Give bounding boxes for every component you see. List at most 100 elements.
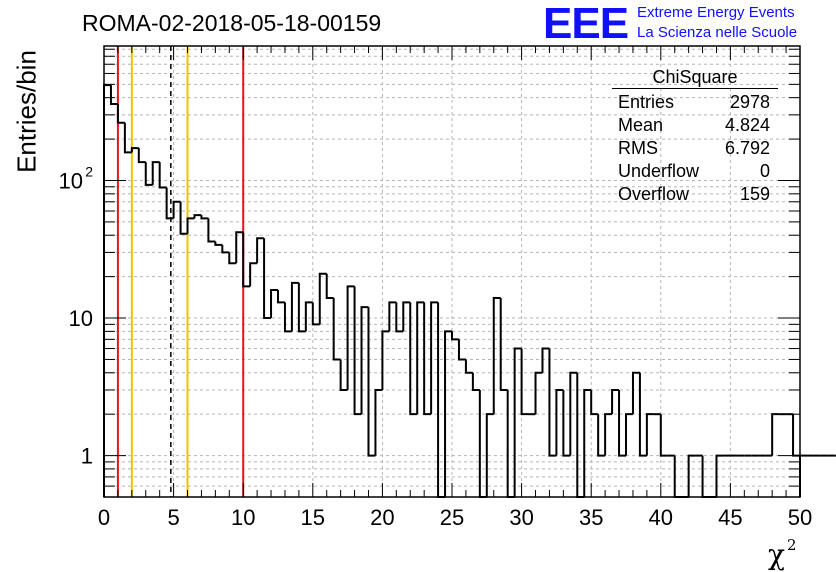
- histogram-bin: [645, 413, 654, 456]
- stats-row-mean: Mean 4.824: [612, 114, 778, 137]
- stats-value: 0: [759, 161, 770, 181]
- histogram-bin: [562, 389, 571, 457]
- histogram-bin: [158, 162, 167, 189]
- x-tick-label: 40: [649, 505, 673, 530]
- histogram-bin: [353, 286, 362, 416]
- y-tick-label: 10: [69, 306, 93, 331]
- histogram-bin: [597, 414, 606, 457]
- histogram-bin: [297, 282, 306, 333]
- histogram-bin: [625, 413, 633, 456]
- x-tick-label: 0: [98, 505, 110, 530]
- histogram-bin: [395, 302, 404, 333]
- histogram-bin: [618, 389, 626, 457]
- histogram-bin: [318, 272, 327, 325]
- histogram-bin: [409, 302, 418, 416]
- histogram-bin: [464, 359, 473, 374]
- histogram-bin: [715, 454, 724, 497]
- histogram-bin: [423, 302, 432, 416]
- stats-box: ChiSquare Entries 2978 Mean 4.824 RMS 6.792…: [612, 66, 778, 206]
- histogram-bin: [583, 388, 592, 497]
- histogram-bin: [457, 339, 466, 361]
- stats-label: Underflow: [618, 161, 700, 181]
- histogram-bin: [179, 201, 188, 235]
- histogram-bin: [277, 289, 285, 304]
- histogram-bin: [792, 414, 800, 457]
- histogram-bin: [541, 347, 550, 373]
- stats-label: Mean: [618, 115, 664, 135]
- stats-value: 4.824: [724, 115, 770, 135]
- histogram-bin: [430, 301, 439, 415]
- histogram-bin: [381, 330, 390, 390]
- histogram-bin: [659, 414, 668, 457]
- histogram-bin: [283, 302, 292, 333]
- histogram-bin: [374, 388, 383, 456]
- x-tick-label: 30: [509, 505, 533, 530]
- stats-label: RMS: [618, 138, 658, 158]
- histogram-bin: [444, 330, 452, 497]
- histogram-bin: [555, 388, 564, 456]
- histogram-bin: [451, 331, 459, 341]
- histogram-bin: [548, 348, 557, 457]
- histogram-bin: [360, 306, 369, 415]
- histogram-bin: [165, 187, 174, 220]
- histogram-bin: [590, 389, 599, 416]
- histogram-bin: [304, 301, 313, 332]
- histogram-bin: [346, 285, 355, 390]
- histogram-bin: [534, 371, 543, 415]
- stats-title: ChiSquare: [612, 66, 778, 89]
- histogram-bin: [506, 389, 515, 498]
- x-tick-label: 45: [718, 505, 742, 530]
- histogram-bin: [492, 296, 501, 415]
- histogram-bin: [172, 200, 181, 219]
- histogram-bin: [388, 301, 397, 332]
- histogram-bin: [416, 301, 425, 415]
- histogram-bin: [485, 413, 494, 497]
- histogram-bin: [311, 302, 320, 326]
- stats-row-underflow: Underflow 0: [612, 160, 778, 183]
- histogram-bin: [325, 273, 334, 299]
- histogram-bin: [207, 218, 216, 243]
- stats-value: 6.792: [724, 138, 770, 158]
- histogram-bin: [367, 307, 376, 457]
- histogram-bin: [499, 297, 508, 391]
- logo-subtitle-1: Extreme Energy Events: [637, 4, 795, 21]
- stats-value: 159: [739, 184, 770, 204]
- histogram-bin: [200, 215, 209, 220]
- histogram-bin: [402, 301, 411, 332]
- histogram-bin: [130, 147, 139, 153]
- x-tick-label: 35: [579, 505, 603, 530]
- stats-row-overflow: Overflow 159: [612, 183, 778, 206]
- histogram-bin: [771, 413, 780, 456]
- reference-lines: [116, 46, 245, 497]
- x-tick-label: 5: [167, 505, 179, 530]
- y-tick-label: 1: [81, 444, 93, 469]
- histogram-bin: [116, 103, 125, 124]
- y-tick-label: 10: [59, 168, 83, 193]
- stats-row-entries: Entries 2978: [612, 91, 778, 114]
- histogram-bin: [221, 244, 230, 254]
- histogram-bin: [193, 214, 202, 219]
- x-axis-label-base: χ: [768, 538, 785, 571]
- histogram-bin: [339, 359, 348, 391]
- histogram-bin: [123, 122, 132, 154]
- grid-lines: [104, 46, 800, 498]
- histogram-bin: [604, 413, 613, 456]
- histogram-bin: [270, 288, 278, 319]
- histogram-bin: [256, 237, 265, 264]
- histogram-bin: [478, 389, 487, 498]
- histogram-bin: [290, 281, 299, 332]
- stats-label: Overflow: [618, 184, 690, 204]
- histogram-bin: [144, 162, 153, 186]
- eee-logo: EEE: [543, 0, 629, 48]
- histogram-bin: [186, 217, 195, 234]
- x-tick-label: 50: [788, 505, 812, 530]
- histogram-bin: [103, 84, 111, 497]
- histogram-bin: [332, 297, 341, 361]
- histogram-bin: [249, 262, 258, 287]
- histogram-bin: [513, 347, 522, 497]
- logo-subtitle-2: La Scienza nelle Scuole: [637, 24, 798, 41]
- histogram-bin: [520, 348, 529, 416]
